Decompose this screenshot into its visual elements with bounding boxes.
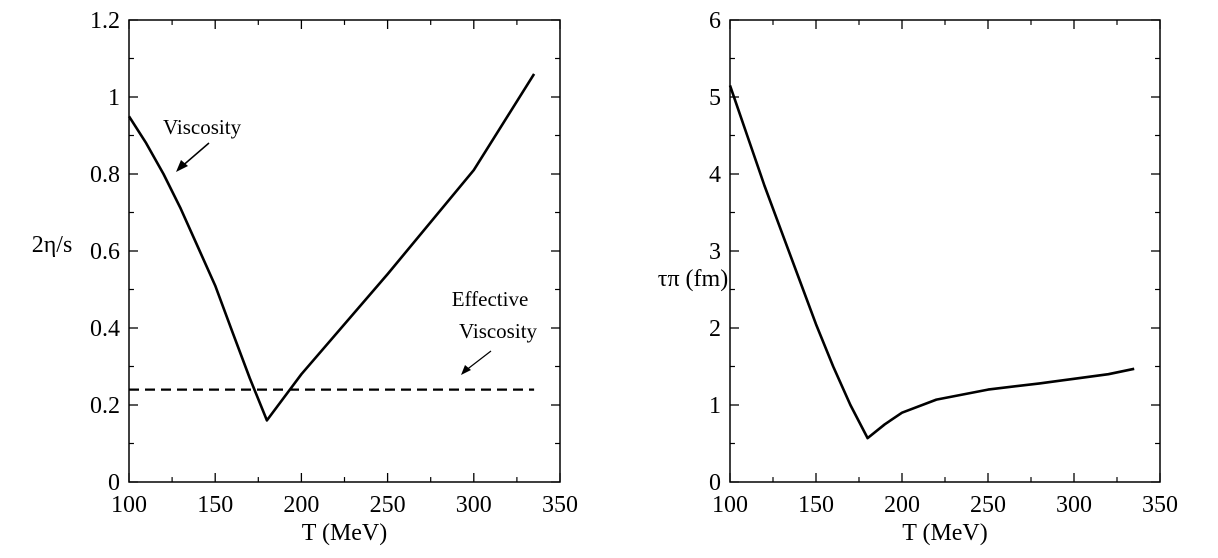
chart-panel-2: 100 150 200 250 300 350 0 1 2 3 4 5 6 T (MeV) τπ (fm): [658, 8, 1178, 546]
y-tick-label: 2: [709, 316, 721, 342]
y-tick-label: 0.4: [90, 316, 120, 342]
x-tick-label: 250: [970, 492, 1006, 518]
y-axis-label: τπ (fm): [658, 266, 728, 292]
plot-frame: [128, 19, 561, 483]
x-tick-label: 200: [884, 492, 920, 518]
x-tick-label: 200: [283, 492, 319, 518]
y-axis-label: 2η/s: [32, 232, 73, 258]
x-tick-label: 250: [370, 492, 406, 518]
y-tick-label: 0.6: [90, 239, 120, 265]
x-tick-label: 300: [1056, 492, 1092, 518]
x-tick-label: 300: [456, 492, 492, 518]
x-tick-label: 150: [197, 492, 233, 518]
annotation-viscosity: Viscosity: [163, 115, 242, 139]
annotation-effective-line1: Effective: [452, 287, 529, 311]
annotation-arrow-head-2: [461, 365, 471, 375]
x-tick-label: 100: [712, 492, 748, 518]
y-tick-label: 1.2: [90, 8, 120, 34]
series-line-1: [728, 84, 1135, 440]
x-axis-label: T (MeV): [302, 520, 388, 546]
chart-panel-1: 100 150 200 250 300 350 0 0.2 0.4 0.6 0.8 1 1.2 T (Me…: [32, 8, 578, 546]
x-tick-label: 350: [1142, 492, 1178, 518]
y-tick-label: 1: [709, 393, 721, 419]
annotation-effective-line2: Viscosity: [459, 319, 538, 343]
annotation-arrow-shaft-2: [464, 350, 492, 372]
annotation-arrow-head: [176, 160, 188, 172]
y-tick-label: 5: [709, 85, 721, 111]
y-tick-label: 4: [709, 162, 721, 188]
y-tick-label: 0: [108, 470, 120, 496]
plot-frame: [729, 19, 1161, 483]
y-tick-label: 0.8: [90, 162, 120, 188]
series-line-1: [127, 73, 536, 422]
x-tick-label: 150: [798, 492, 834, 518]
y-tick-label: 6: [709, 8, 721, 34]
y-tick-label: 0.2: [90, 393, 120, 419]
y-tick-label: 3: [709, 239, 721, 265]
x-tick-label: 350: [542, 492, 578, 518]
y-tick-label: 0: [709, 470, 721, 496]
x-axis-label: T (MeV): [902, 520, 988, 546]
y-tick-label: 1: [108, 85, 120, 111]
x-tick-label: 100: [111, 492, 147, 518]
